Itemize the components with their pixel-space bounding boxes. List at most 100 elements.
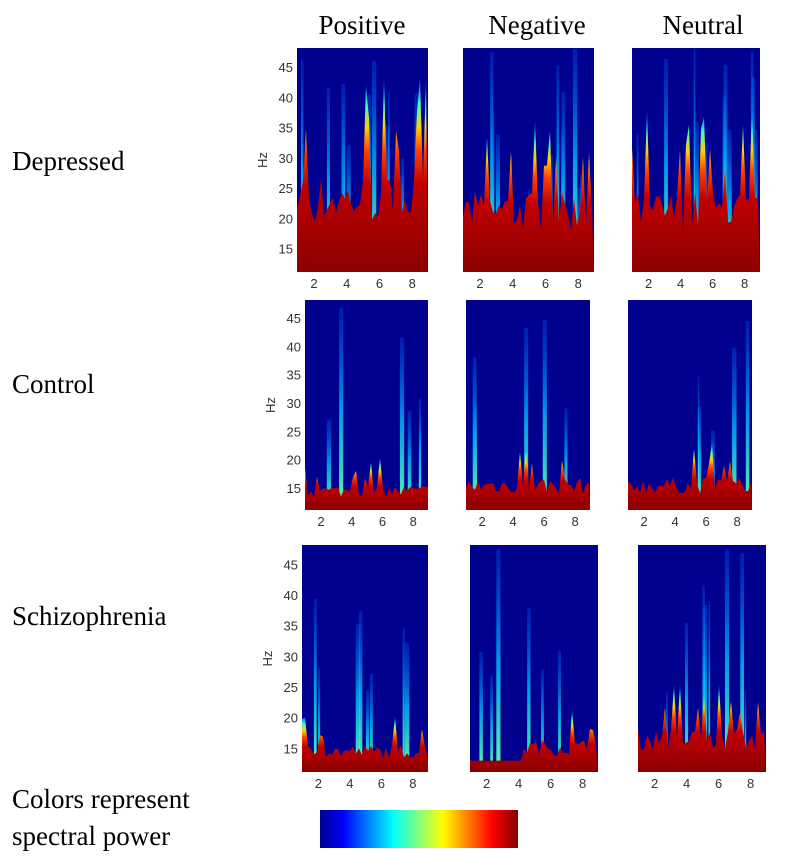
x-tick-label: 4 [343,276,350,291]
spectral-streak [527,608,531,772]
x-tick-label: 6 [542,276,549,291]
y-tick-label: 25 [287,424,301,439]
spectrogram [466,300,590,510]
x-tick-label: 2 [310,276,317,291]
spectrogram [628,300,752,510]
y-tick-label: 40 [284,588,298,603]
y-tick-label: 45 [279,60,293,75]
spectrogram [632,48,760,273]
spectral-streak [358,611,363,772]
spectral-streak [664,59,668,273]
y-axis-label: Hz [255,152,270,168]
spectral-streak [369,673,373,772]
spectral-streak [490,675,493,772]
spectral-streak [693,48,696,273]
spectral-streak [365,690,370,772]
spectral-streak [407,410,412,510]
spectral-streak [318,667,321,772]
x-tick-label: 8 [741,276,748,291]
spectral-streak [326,87,330,273]
spectrogram-background [470,545,598,772]
caption-line: Colors represent [12,784,190,814]
spectral-streak [708,601,711,772]
x-tick-label: 4 [348,514,355,529]
colorbar [320,810,518,848]
y-tick-label: 20 [284,711,298,726]
spectral-energy [628,442,752,510]
y-tick-label: 25 [279,181,293,196]
spectral-streak [490,52,494,272]
spectral-streak [402,628,405,772]
spectral-streak [740,553,745,772]
x-tick-label: 2 [476,276,483,291]
spectral-energy [466,446,590,510]
spectral-streak [556,65,560,272]
spectral-streak [745,321,750,510]
y-tick-label: 20 [287,453,301,468]
spectral-streak [495,134,501,272]
x-tick-label: 6 [379,514,386,529]
spectral-energy [297,76,428,272]
spectral-streak [558,650,561,772]
y-axis-label: Hz [260,651,275,667]
x-tick-label: 6 [541,514,548,529]
spectral-energy [470,710,598,772]
spectral-streak [472,357,477,510]
x-tick-label: 4 [346,776,353,791]
y-tick-label: 40 [279,90,293,105]
y-tick-label: 15 [279,242,293,257]
x-tick-label: 6 [547,776,554,791]
spectral-streak [404,642,410,772]
spectral-streak [524,327,529,510]
spectral-streak [685,622,689,772]
spectral-streak [723,64,728,272]
spectral-streak [695,121,699,272]
x-tick-label: 4 [677,276,684,291]
x-tick-label: 8 [410,514,417,529]
x-tick-label: 6 [709,276,716,291]
spectral-streak [339,308,344,510]
spectral-energy [632,109,760,272]
spectrogram [297,48,428,273]
spectral-streak [744,690,747,772]
spectral-streak [724,549,730,772]
row-label: Depressed [12,146,125,176]
spectral-streak [492,111,495,272]
spectrogram-background [305,300,428,510]
x-tick-label: 4 [683,776,690,791]
spectrogram [638,545,766,772]
x-tick-label: 2 [315,776,322,791]
y-tick-label: 20 [279,211,293,226]
y-tick-label: 30 [279,151,293,166]
spectral-streak [355,624,361,772]
spectral-streak [702,585,705,772]
x-tick-label: 4 [672,514,679,529]
spectral-streak [703,605,708,772]
x-tick-label: 8 [734,514,741,529]
spectral-streak [572,49,578,273]
spectral-streak [564,408,568,510]
spectral-streak [697,406,702,510]
y-tick-label: 45 [287,311,301,326]
spectral-streak [301,59,304,273]
y-tick-label: 30 [287,396,301,411]
x-tick-label: 8 [409,776,416,791]
x-tick-label: 6 [378,776,385,791]
x-tick-label: 4 [515,776,522,791]
spectrogram [470,545,598,772]
row-label: Control [12,369,95,399]
spectrogram [302,545,428,772]
x-tick-label: 4 [509,276,516,291]
y-tick-label: 40 [287,339,301,354]
y-tick-label: 35 [279,121,293,136]
y-tick-label: 35 [284,619,298,634]
spectral-streak [666,691,668,772]
column-header: Positive [318,10,405,40]
x-tick-label: 6 [715,776,722,791]
x-tick-label: 2 [645,276,652,291]
spectral-streak [542,320,547,510]
row-label: Schizophrenia [12,601,166,631]
y-tick-label: 15 [287,481,301,496]
